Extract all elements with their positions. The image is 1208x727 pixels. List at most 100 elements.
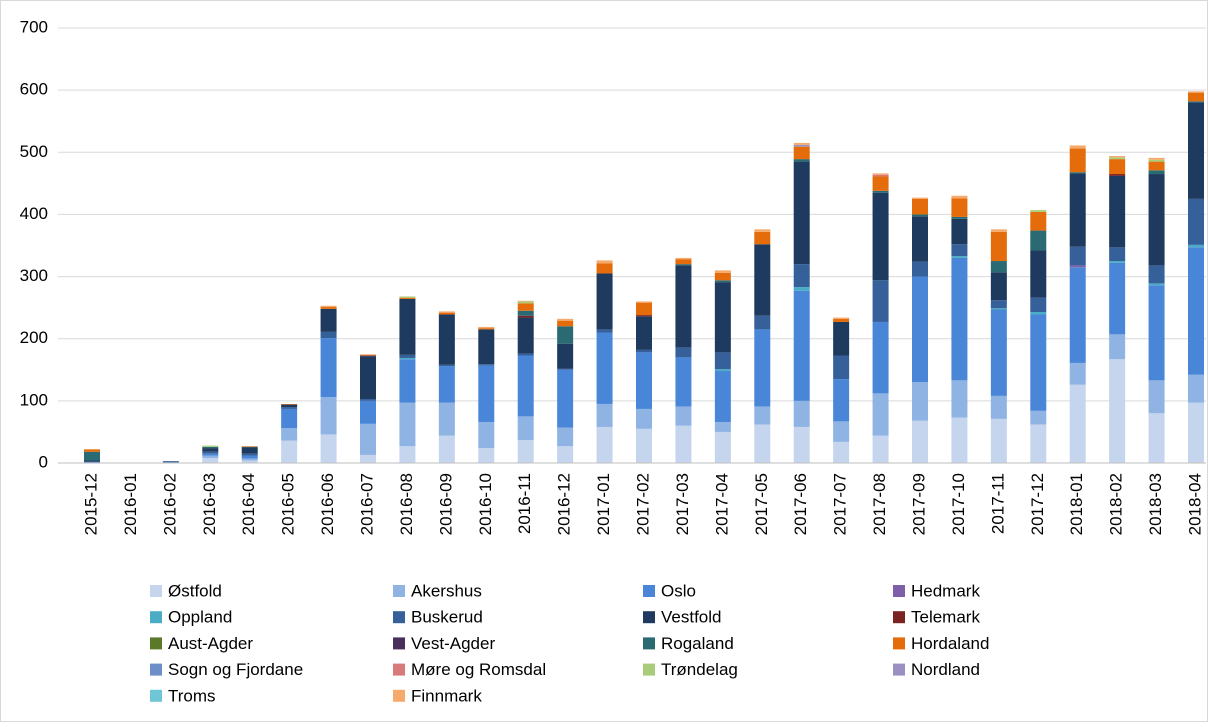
bar-segment [714,272,731,281]
bar-segment [281,403,298,405]
legend-label: Trøndelag [661,660,738,679]
bar-segment [1069,362,1086,385]
bar-segment [517,310,534,316]
bar-segment [754,231,771,245]
bar-segment [990,272,1007,301]
bar-segment [360,355,376,357]
y-tick-label: 0 [39,452,48,471]
legend-label: Møre og Romsdal [411,660,546,679]
bar-segment [1148,161,1165,171]
bar-segment [1188,244,1204,248]
x-tick-label: 2016-01 [121,473,140,535]
bar-segment [478,364,495,366]
legend-swatch [893,585,905,597]
legend-label: Hordaland [911,634,989,653]
bar-segment [1030,210,1047,212]
bar-segment [951,380,968,418]
legend-swatch [150,585,162,597]
bar-segment [833,421,850,442]
bar-segment [1069,173,1086,247]
bar-segment [1030,211,1047,231]
bar-segment [1188,402,1204,463]
bar-segment [793,161,810,265]
bar-segment [360,398,376,401]
bar-segment [281,404,298,408]
bar-segment [912,382,928,421]
legend-swatch [150,611,162,624]
legend-swatch [150,689,162,702]
bar-segment [281,407,298,409]
bar-segment [202,458,219,463]
bar-segment [793,287,810,291]
bar-segment [872,321,889,394]
bar-segment [793,146,810,160]
bar-segment [360,354,376,356]
bar-segment [1148,283,1165,286]
bar-segment [1030,314,1047,411]
bar-segment [1030,250,1047,298]
bar-segment [438,312,455,315]
bar-segment [1069,384,1086,463]
bar-segment [912,276,928,383]
bar-segment [557,368,574,370]
legend-label: Finnmark [411,686,482,705]
bar-segment [241,453,258,456]
legend-swatch [393,637,405,650]
bar-segment [675,406,692,426]
bar-segment [1069,145,1086,149]
bar-segment [399,359,416,403]
legend-swatch [643,585,655,597]
bar-segment [990,261,1007,273]
bar-segment [281,428,298,441]
bar-segment [714,280,731,283]
bar-segment [1109,156,1126,158]
bar-segment [1109,261,1126,263]
legend-label: Sogn og Fjordane [168,660,303,679]
bar-segment [1069,267,1086,363]
bar-segment [596,263,613,274]
bar-segment [202,451,219,454]
bar-segment [557,369,574,428]
x-tick-label: 2016-06 [318,473,337,535]
bar-segment [1030,410,1047,425]
bar-segment [596,426,613,463]
legend-label: Vest-Agder [411,634,495,653]
y-tick-label: 400 [20,204,48,223]
x-tick-label: 2016-07 [357,473,376,535]
bar-segment [714,282,731,353]
bar-segment [872,173,889,175]
bar-segment [990,395,1007,419]
x-tick-label: 2018-04 [1185,473,1204,535]
x-tick-label: 2017-05 [752,473,771,535]
bar-segment [833,379,850,422]
bar-segment [951,257,968,381]
legend-swatch [393,663,405,676]
y-tick-label: 700 [20,17,48,36]
bar-segment [1109,359,1126,463]
bar-segment [1148,285,1165,381]
bar-segment [241,446,258,447]
bar-segment [754,244,771,316]
bar-segment [990,308,1007,310]
bar-segment [557,320,574,327]
bar-segment [951,195,968,199]
bar-segment [478,448,495,463]
bar-segment [872,192,889,281]
x-tick-label: 2016-02 [160,473,179,535]
bar-segment [399,446,416,463]
bar-segment [202,448,219,452]
bar-segment [399,354,416,358]
bar-segment [241,455,258,459]
bar-segment [1188,92,1204,102]
legend-label: Aust-Agder [168,634,253,653]
bar-segment [754,315,771,330]
bar-segment [833,321,850,356]
bar-segment [636,408,652,429]
x-tick-label: 2017-08 [870,473,889,535]
bar-segment [675,425,692,463]
bar-segment [912,261,928,277]
bar-segment [990,231,1007,262]
x-tick-label: 2018-02 [1107,473,1126,535]
bar-segment [951,256,968,258]
bar-segment [399,297,416,299]
